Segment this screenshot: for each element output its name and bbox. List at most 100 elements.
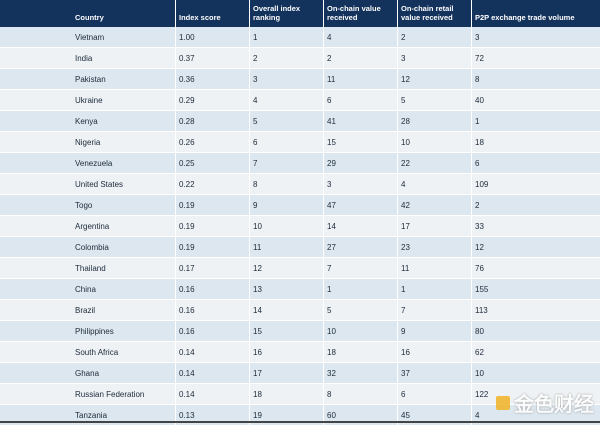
cell-onchain-retail: 1 [398,279,472,300]
cell-p2p-volume: 113 [472,300,600,321]
cell-onchain-value: 4 [324,27,398,48]
row-spacer [0,174,72,195]
cell-index-score: 0.17 [176,258,250,279]
row-spacer [0,27,72,48]
cell-p2p-volume: 10 [472,363,600,384]
cell-onchain-value: 32 [324,363,398,384]
cell-overall-ranking: 10 [250,216,324,237]
cell-onchain-retail: 28 [398,111,472,132]
cell-overall-ranking: 4 [250,90,324,111]
row-spacer [0,216,72,237]
cell-overall-ranking: 9 [250,195,324,216]
cell-onchain-retail: 23 [398,237,472,258]
cell-onchain-value: 47 [324,195,398,216]
row-spacer [0,258,72,279]
cell-p2p-volume: 80 [472,321,600,342]
spacer-header [0,0,72,27]
cell-p2p-volume: 12 [472,237,600,258]
cell-onchain-value: 11 [324,69,398,90]
cell-index-score: 0.14 [176,342,250,363]
cell-overall-ranking: 3 [250,69,324,90]
header-onchain-retail: On-chain retail value received [398,0,472,27]
cell-overall-ranking: 11 [250,237,324,258]
row-spacer [0,384,72,405]
cell-onchain-value: 7 [324,258,398,279]
cell-onchain-retail: 42 [398,195,472,216]
row-spacer [0,90,72,111]
header-index-score: Index score [176,0,250,27]
logo-icon [496,396,510,410]
cell-index-score: 0.16 [176,279,250,300]
cell-country: Argentina [72,216,176,237]
row-spacer [0,279,72,300]
row-spacer [0,300,72,321]
cell-index-score: 0.16 [176,300,250,321]
cell-overall-ranking: 6 [250,132,324,153]
cell-onchain-value: 5 [324,300,398,321]
cell-onchain-retail: 2 [398,27,472,48]
watermark-text: 金色财经 [514,388,594,417]
cell-onchain-retail: 5 [398,90,472,111]
cell-country: Venezuela [72,153,176,174]
watermark-logo: 金色财经 [496,388,594,417]
cell-onchain-retail: 6 [398,384,472,405]
cell-index-score: 0.16 [176,321,250,342]
cell-onchain-value: 27 [324,237,398,258]
cell-onchain-value: 14 [324,216,398,237]
row-spacer [0,153,72,174]
cell-index-score: 0.19 [176,216,250,237]
cell-onchain-value: 10 [324,321,398,342]
cell-p2p-volume: 72 [472,48,600,69]
cell-overall-ranking: 2 [250,48,324,69]
cell-onchain-retail: 9 [398,321,472,342]
cell-index-score: 0.19 [176,237,250,258]
cell-onchain-value: 18 [324,342,398,363]
cell-index-score: 0.19 [176,195,250,216]
cell-p2p-volume: 2 [472,195,600,216]
header-row: Country Index score Overall index rankin… [0,0,600,27]
cell-index-score: 0.36 [176,69,250,90]
row-spacer [0,69,72,90]
row-spacer [0,48,72,69]
cell-index-score: 0.29 [176,90,250,111]
cell-overall-ranking: 13 [250,279,324,300]
row-spacer [0,195,72,216]
cell-p2p-volume: 6 [472,153,600,174]
cell-overall-ranking: 16 [250,342,324,363]
cell-overall-ranking: 7 [250,153,324,174]
header-onchain-value: On-chain value received [324,0,398,27]
cell-country: Vietnam [72,27,176,48]
cell-p2p-volume: 3 [472,27,600,48]
cell-p2p-volume: 8 [472,69,600,90]
cell-onchain-retail: 16 [398,342,472,363]
cell-onchain-value: 1 [324,279,398,300]
cell-overall-ranking: 12 [250,258,324,279]
row-spacer [0,342,72,363]
cell-index-score: 1.00 [176,27,250,48]
cell-country: South Africa [72,342,176,363]
cell-onchain-retail: 12 [398,69,472,90]
header-overall-ranking: Overall index ranking [250,0,324,27]
cell-country: Nigeria [72,132,176,153]
cell-onchain-retail: 7 [398,300,472,321]
cell-onchain-value: 6 [324,90,398,111]
cell-onchain-retail: 4 [398,174,472,195]
header-country: Country [72,0,176,27]
cell-overall-ranking: 14 [250,300,324,321]
cell-index-score: 0.14 [176,384,250,405]
cell-overall-ranking: 1 [250,27,324,48]
cell-country: Colombia [72,237,176,258]
cell-onchain-value: 8 [324,384,398,405]
